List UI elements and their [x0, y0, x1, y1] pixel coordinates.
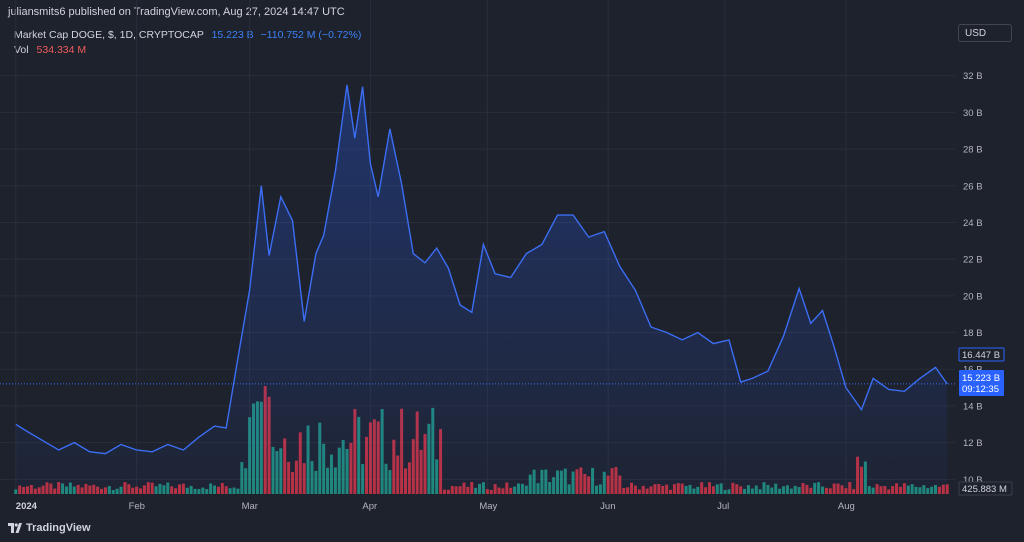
- currency-button[interactable]: USD: [958, 24, 1012, 42]
- x-tick-label: Feb: [129, 501, 145, 512]
- y-tick-label: 18 B: [963, 328, 983, 339]
- symbol-title[interactable]: Market Cap DOGE, $, 1D, CRYPTOCAP: [14, 29, 204, 41]
- published-line: juliansmits6 published on TradingView.co…: [8, 6, 345, 18]
- price-line: [15, 84, 948, 455]
- volume-last-box: [958, 481, 1013, 496]
- volume-value: 534.334 M: [36, 44, 87, 56]
- price-tags: 16.447 B 15.223 B 09:12:35 425.883 M: [958, 347, 1013, 496]
- x-tick-label: Mar: [242, 501, 258, 512]
- volume-label: Vol: [14, 44, 29, 56]
- high-marker-label: 16.447 B: [962, 350, 1000, 361]
- x-tick-label: Jul: [717, 501, 729, 512]
- legend-change: −110.752 M (−0.72%): [260, 29, 362, 41]
- x-tick-label: May: [479, 501, 497, 512]
- volume-bar: [945, 484, 949, 494]
- volume-last-label: 425.883 M: [962, 484, 1007, 495]
- x-tick-label: Jun: [600, 501, 615, 512]
- countdown-label: 09:12:35: [962, 384, 999, 395]
- high-marker-box: [958, 347, 1005, 362]
- tradingview-logo-icon: [8, 523, 22, 533]
- y-tick-label: 12 B: [963, 438, 983, 449]
- x-axis[interactable]: 2024 Feb Mar Apr May Jun Jul Aug: [16, 501, 855, 512]
- y-tick-label: 28 B: [963, 145, 983, 156]
- volume-bar: [14, 489, 18, 494]
- y-tick-label: 14 B: [963, 401, 983, 412]
- y-tick-label: 26 B: [963, 181, 983, 192]
- y-axis[interactable]: 32 B30 B28 B26 B24 B22 B20 B18 B16 B14 B…: [963, 71, 983, 486]
- legend-last-value: 15.223 B: [211, 29, 254, 41]
- x-tick-label: Apr: [362, 501, 377, 512]
- area-fill: [15, 84, 948, 495]
- x-tick-label: Aug: [838, 501, 855, 512]
- y-tick-label: 32 B: [963, 71, 983, 82]
- y-tick-label: 24 B: [963, 218, 983, 229]
- y-tick-label: 10 B: [963, 475, 983, 486]
- tradingview-brand[interactable]: TradingView: [8, 522, 91, 534]
- y-tick-label: 22 B: [963, 255, 983, 266]
- chart-legend: Market Cap DOGE, $, 1D, CRYPTOCAP 15.223…: [14, 28, 361, 58]
- last-price-tag: [959, 370, 1004, 396]
- brand-name: TradingView: [26, 522, 91, 534]
- last-price-label: 15.223 B: [962, 373, 1000, 384]
- y-tick-label: 20 B: [963, 291, 983, 302]
- x-tick-label: 2024: [16, 501, 38, 512]
- y-tick-label: 30 B: [963, 108, 983, 119]
